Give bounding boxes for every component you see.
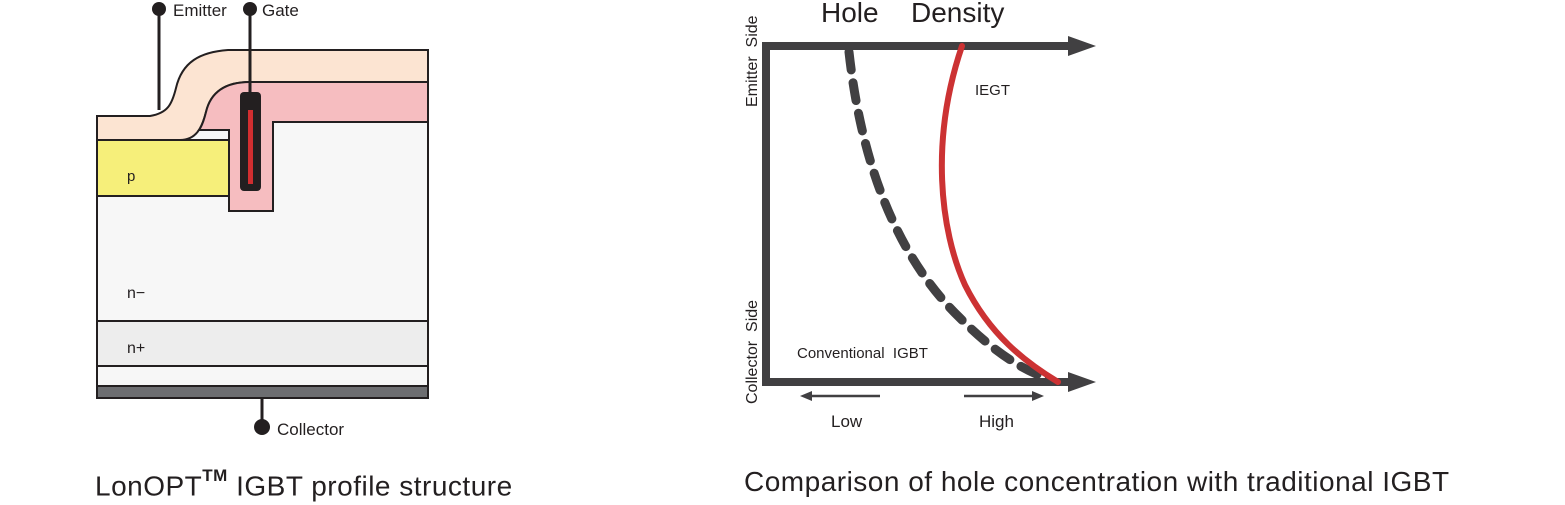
low-label: Low	[831, 412, 863, 431]
emitter-label: Emitter	[173, 1, 227, 20]
conventional-igbt-label: Conventional IGBT	[797, 345, 928, 362]
collector-metal	[96, 385, 429, 399]
collector-label: Collector	[277, 420, 344, 439]
collector-side-label: Collector Side	[744, 300, 761, 404]
iegt-label: IEGT	[975, 82, 1010, 99]
p-region-label: p	[127, 168, 135, 185]
n-plus-label: n+	[127, 340, 145, 357]
collector-layer	[96, 365, 429, 387]
emitter-side-label: Emitter Side	[744, 15, 761, 107]
conventional-igbt-curve	[844, 47, 1057, 385]
gate-terminal-dot	[243, 2, 257, 16]
p-region	[96, 139, 230, 197]
hole-density-plot: Hole Density Emitter Side Collector Side…	[744, 0, 1096, 431]
bottom-axis-arrowhead	[1068, 372, 1096, 392]
gate-label: Gate	[262, 1, 299, 20]
emitter-terminal-dot	[152, 2, 166, 16]
gate-poly-line	[248, 110, 253, 184]
igbt-structure: Emitter Gate Collector p n− n+	[96, 1, 429, 439]
plot-title-hole: Hole	[821, 0, 879, 28]
right-caption: Comparison of hole concentration with tr…	[744, 466, 1450, 497]
high-label: High	[979, 412, 1014, 431]
low-arrowhead	[800, 391, 812, 401]
n-plus-region	[96, 320, 429, 367]
n-minus-label: n−	[127, 285, 145, 302]
iegt-curve	[938, 43, 1061, 385]
plot-title-density: Density	[911, 0, 1004, 28]
top-axis-arrowhead	[1068, 36, 1096, 56]
high-arrowhead	[1032, 391, 1044, 401]
collector-terminal-dot	[254, 419, 270, 435]
trademark-superscript: TM	[202, 466, 228, 485]
left-caption: LonOPTTM IGBT profile structure	[95, 466, 513, 502]
left-caption-suffix: IGBT profile structure	[227, 470, 513, 502]
left-caption-prefix: LonOPT	[95, 470, 203, 502]
